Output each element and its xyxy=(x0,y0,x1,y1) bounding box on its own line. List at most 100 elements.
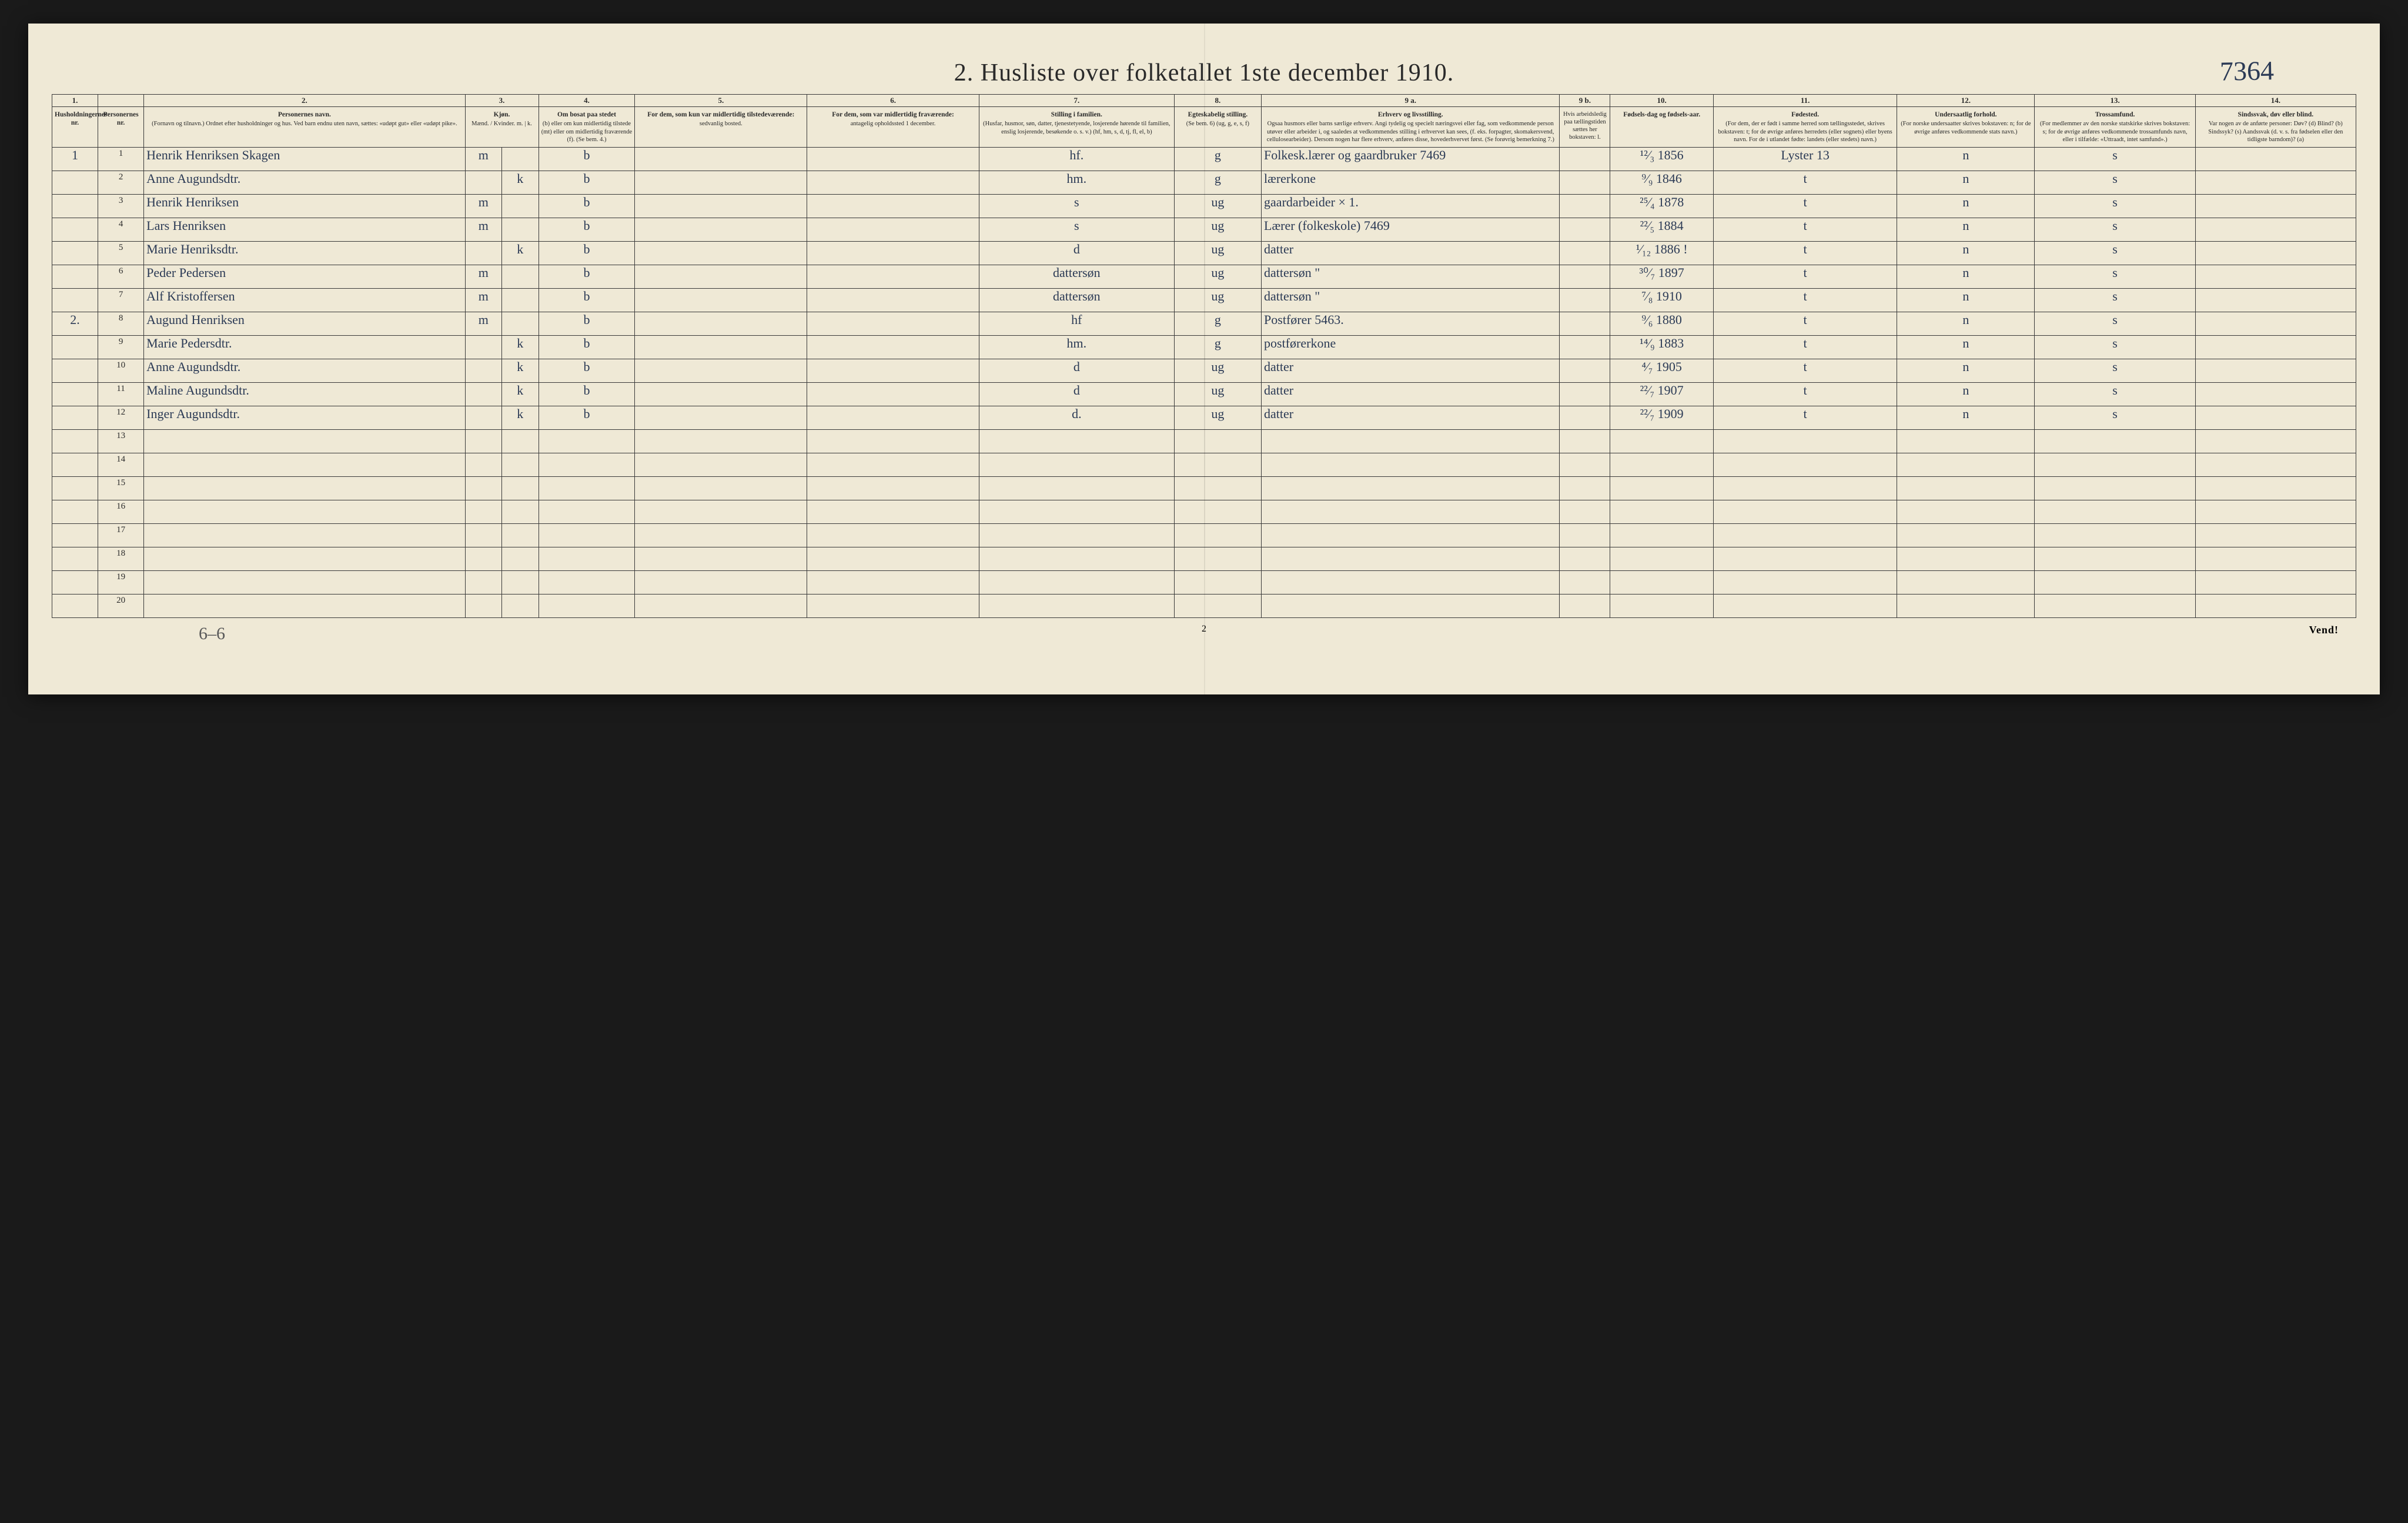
cell-unemployed xyxy=(1560,594,1610,617)
cell-temp-present xyxy=(635,288,807,312)
cell-birthdate: ¹²⁄₃ 1856 xyxy=(1610,147,1714,171)
cell-family-position xyxy=(979,476,1174,500)
cell-occupation xyxy=(1262,429,1560,453)
table-row: 7Alf Kristoffersenmbdattersønugdattersøn… xyxy=(52,288,2356,312)
colnum: 7. xyxy=(979,95,1174,107)
cell-nationality: n xyxy=(1897,359,2035,382)
cell-temp-absent xyxy=(807,476,979,500)
cell-religion xyxy=(2035,500,2195,523)
cell-birthdate: ¹⁄₁₂ 1886 ! xyxy=(1610,241,1714,265)
cell-sex-m xyxy=(465,335,501,359)
table-row: 4Lars HenriksenmbsugLærer (folkeskole) 7… xyxy=(52,218,2356,241)
column-number-row: 1. 2. 3. 4. 5. 6. 7. 8. 9 a. 9 b. 10. 11… xyxy=(52,95,2356,107)
cell-marital: g xyxy=(1174,147,1261,171)
cell-sex-k xyxy=(502,476,539,500)
table-row: 15 xyxy=(52,476,2356,500)
cell-sex-m xyxy=(465,500,501,523)
cell-religion xyxy=(2035,523,2195,547)
cell-name: Alf Kristoffersen xyxy=(144,288,465,312)
cell-birthplace: t xyxy=(1713,382,1897,406)
cell-temp-absent xyxy=(807,406,979,429)
cell-temp-absent xyxy=(807,312,979,335)
cell-person-no: 14 xyxy=(98,453,144,476)
colnum: 8. xyxy=(1174,95,1261,107)
colnum: 9 a. xyxy=(1262,95,1560,107)
cell-disability xyxy=(2195,594,2356,617)
cell-temp-present xyxy=(635,453,807,476)
cell-occupation: datter xyxy=(1262,241,1560,265)
table-row: 19 xyxy=(52,570,2356,594)
cell-religion: s xyxy=(2035,241,2195,265)
cell-disability xyxy=(2195,147,2356,171)
cell-disability xyxy=(2195,500,2356,523)
cell-sex-k: k xyxy=(502,382,539,406)
cell-marital xyxy=(1174,570,1261,594)
cell-nationality: n xyxy=(1897,265,2035,288)
cell-occupation: Postfører 5463. xyxy=(1262,312,1560,335)
hdr-sex: Kjøn.Mænd. / Kvinder. m. | k. xyxy=(465,107,539,148)
cell-marital xyxy=(1174,547,1261,570)
cell-family-position xyxy=(979,594,1174,617)
hdr-occupation: Erhverv og livsstilling.Ogsaa husmors el… xyxy=(1262,107,1560,148)
cell-disability xyxy=(2195,547,2356,570)
table-row: 2Anne Augundsdtr.kbhm.glærerkone⁹⁄₉ 1846… xyxy=(52,171,2356,194)
hdr-birthplace: Fødested.(For dem, der er født i samme h… xyxy=(1713,107,1897,148)
cell-occupation: Folkesk.lærer og gaardbruker 7469 xyxy=(1262,147,1560,171)
cell-person-no: 5 xyxy=(98,241,144,265)
table-row: 12Inger Augundsdtr.kbd.ugdatter²²⁄₇ 1909… xyxy=(52,406,2356,429)
column-header-row: Husholdningernes nr. Personernes nr. Per… xyxy=(52,107,2356,148)
cell-residence xyxy=(539,429,635,453)
cell-religion: s xyxy=(2035,359,2195,382)
cell-birthplace: t xyxy=(1713,218,1897,241)
cell-unemployed xyxy=(1560,335,1610,359)
cell-residence: b xyxy=(539,335,635,359)
cell-household-no xyxy=(52,453,98,476)
cell-nationality xyxy=(1897,476,2035,500)
cell-household-no: 1 xyxy=(52,147,98,171)
cell-name: Anne Augundsdtr. xyxy=(144,171,465,194)
cell-nationality xyxy=(1897,523,2035,547)
cell-temp-present xyxy=(635,335,807,359)
cell-marital: g xyxy=(1174,171,1261,194)
cell-sex-k: k xyxy=(502,241,539,265)
cell-unemployed xyxy=(1560,547,1610,570)
cell-religion xyxy=(2035,570,2195,594)
cell-household-no xyxy=(52,382,98,406)
cell-sex-k: k xyxy=(502,335,539,359)
cell-birthplace: t xyxy=(1713,312,1897,335)
cell-birthdate xyxy=(1610,594,1714,617)
cell-sex-k xyxy=(502,312,539,335)
hdr-household-no: Husholdningernes nr. xyxy=(52,107,98,148)
hdr-nationality: Undersaatlig forhold.(For norske undersa… xyxy=(1897,107,2035,148)
cell-sex-m xyxy=(465,382,501,406)
cell-family-position: hf. xyxy=(979,147,1174,171)
cell-residence: b xyxy=(539,312,635,335)
table-row: 3Henrik Henriksenmbsuggaardarbeider × 1.… xyxy=(52,194,2356,218)
cell-temp-absent xyxy=(807,265,979,288)
cell-person-no: 20 xyxy=(98,594,144,617)
cell-sex-k xyxy=(502,218,539,241)
cell-sex-m xyxy=(465,594,501,617)
cell-marital: ug xyxy=(1174,359,1261,382)
cell-birthdate xyxy=(1610,547,1714,570)
cell-religion: s xyxy=(2035,171,2195,194)
cell-name: Lars Henriksen xyxy=(144,218,465,241)
page-footer: 6–6 2 Vend! xyxy=(52,624,2356,647)
cell-sex-k: k xyxy=(502,171,539,194)
table-row: 6Peder Pedersenmbdattersønugdattersøn "³… xyxy=(52,265,2356,288)
hdr-family-position: Stilling i familien.(Husfar, husmor, søn… xyxy=(979,107,1174,148)
cell-disability xyxy=(2195,171,2356,194)
cell-unemployed xyxy=(1560,570,1610,594)
cell-person-no: 3 xyxy=(98,194,144,218)
cell-sex-k xyxy=(502,265,539,288)
cell-temp-absent xyxy=(807,594,979,617)
cell-temp-present xyxy=(635,241,807,265)
cell-disability xyxy=(2195,523,2356,547)
cell-person-no: 2 xyxy=(98,171,144,194)
cell-sex-k xyxy=(502,453,539,476)
cell-unemployed xyxy=(1560,147,1610,171)
cell-birthplace xyxy=(1713,500,1897,523)
cell-name xyxy=(144,453,465,476)
cell-birthdate: ³⁰⁄₇ 1897 xyxy=(1610,265,1714,288)
cell-family-position: hf xyxy=(979,312,1174,335)
